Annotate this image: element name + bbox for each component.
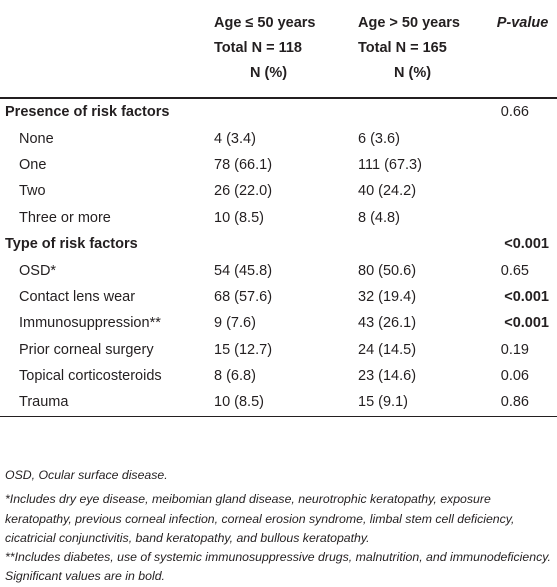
table-row: One 78 (66.1) 111 (67.3) (0, 152, 557, 178)
cell-age-gt-50: 8 (4.8) (358, 209, 400, 226)
cell-age-gt-50 (358, 231, 488, 257)
cell-p-value (488, 152, 557, 178)
header-blank (0, 0, 214, 38)
row-label: Contact lens wear (19, 288, 136, 305)
cell-age-gt-50: 111 (67.3) (358, 156, 422, 173)
cell-p-value: <0.001 (504, 236, 549, 253)
footnote-osd: *Includes dry eye disease, meibomian gla… (5, 492, 515, 545)
cell-age-le-50: 78 (66.1) (214, 156, 273, 173)
table-row: Contact lens wear 68 (57.6) 32 (19.4) <0.00… (0, 284, 557, 310)
cell-p-value (488, 178, 557, 204)
table-row: Trauma 10 (8.5) 15 (9.1) 0.86 (0, 389, 557, 417)
cell-age-gt-50: 15 (9.1) (358, 389, 488, 417)
cell-age-gt-50 (358, 96, 488, 126)
row-label: Two (19, 183, 46, 200)
table-row: Prior corneal surgery 15 (12.7) 24 (14.5) 0… (0, 337, 557, 363)
table-row: Immunosuppression** 9 (7.6) 43 (26.1) <0.00… (0, 310, 557, 336)
cell-p-value: 0.19 (500, 341, 529, 358)
cell-age-le-50: 9 (7.6) (214, 315, 256, 332)
table-row: OSD* 54 (45.8) 80 (50.6) 0.65 (0, 257, 557, 283)
cell-age-le-50: 10 (8.5) (214, 209, 264, 226)
table-row: Topical corticosteroids 8 (6.8) 23 (14.6) 0… (0, 363, 557, 389)
header-age-le-50-total: Total N = 118 (214, 40, 302, 56)
cell-p-value: 0.66 (488, 96, 557, 126)
row-label: Presence of risk factors (0, 96, 214, 126)
row-label: Prior corneal surgery (19, 341, 154, 358)
row-label: Trauma (0, 389, 214, 417)
cell-age-le-50: 26 (22.0) (214, 183, 273, 200)
cell-age-le-50: 15 (12.7) (214, 341, 273, 358)
cell-p-value (488, 205, 557, 231)
cell-age-le-50: 10 (8.5) (214, 389, 358, 417)
table-body: Presence of risk factors 0.66 None 4 (3.4) 6… (0, 96, 557, 417)
footnote-abbreviation: OSD, Ocular surface disease. (5, 468, 168, 482)
cell-p-value: <0.001 (504, 288, 549, 305)
cell-age-gt-50: 40 (24.2) (358, 183, 417, 200)
header-p-value: P-value (496, 15, 549, 31)
cell-age-gt-50: 6 (3.6) (358, 130, 400, 147)
row-label: OSD* (19, 262, 57, 279)
row-label: Three or more (19, 209, 111, 226)
row-label: Type of risk factors (5, 236, 138, 253)
cell-age-le-50: 4 (3.4) (214, 130, 256, 147)
table-row: None 4 (3.4) 6 (3.6) (0, 125, 557, 151)
table-footnotes: OSD, Ocular surface disease. *Includes d… (5, 466, 555, 587)
cell-p-value: 0.65 (500, 262, 529, 279)
row-label: None (19, 130, 54, 147)
header-age-le-50-title: Age ≤ 50 years (214, 15, 316, 31)
cell-age-le-50: 54 (45.8) (214, 262, 273, 279)
cell-age-gt-50: 24 (14.5) (358, 341, 417, 358)
cell-p-value: <0.001 (504, 315, 549, 332)
row-label: Immunosuppression** (19, 315, 161, 332)
row-label: Topical corticosteroids (19, 368, 162, 385)
risk-factors-table: Age ≤ 50 years Age > 50 years P-value To… (0, 0, 557, 417)
table-row: Three or more 10 (8.5) 8 (4.8) (0, 205, 557, 231)
cell-age-le-50: 68 (57.6) (214, 288, 273, 305)
row-label: One (19, 156, 47, 173)
header-age-gt-50-unit: N (%) (394, 65, 432, 81)
header-age-gt-50-total: Total N = 165 (358, 40, 447, 56)
cell-p-value: 0.06 (500, 368, 529, 385)
cell-age-gt-50: 43 (26.1) (358, 315, 417, 332)
cell-age-gt-50: 80 (50.6) (358, 262, 417, 279)
cell-age-le-50 (214, 231, 358, 257)
header-age-le-50-unit: N (%) (250, 65, 288, 81)
section-row: Presence of risk factors 0.66 (0, 96, 557, 126)
header-age-gt-50-title: Age > 50 years (358, 15, 460, 31)
section-row: Type of risk factors <0.001 (0, 231, 557, 257)
footnote-immunosuppression: **Includes diabetes, use of systemic imm… (5, 550, 551, 584)
table-header: Age ≤ 50 years Age > 50 years P-value To… (0, 0, 557, 98)
table-row: Two 26 (22.0) 40 (24.2) (0, 178, 557, 204)
cell-age-gt-50: 23 (14.6) (358, 368, 417, 385)
cell-p-value: 0.86 (488, 389, 557, 417)
cell-age-le-50: 8 (6.8) (214, 368, 256, 385)
cell-age-le-50 (214, 96, 358, 126)
cell-p-value (488, 125, 557, 151)
cell-age-gt-50: 32 (19.4) (358, 288, 417, 305)
